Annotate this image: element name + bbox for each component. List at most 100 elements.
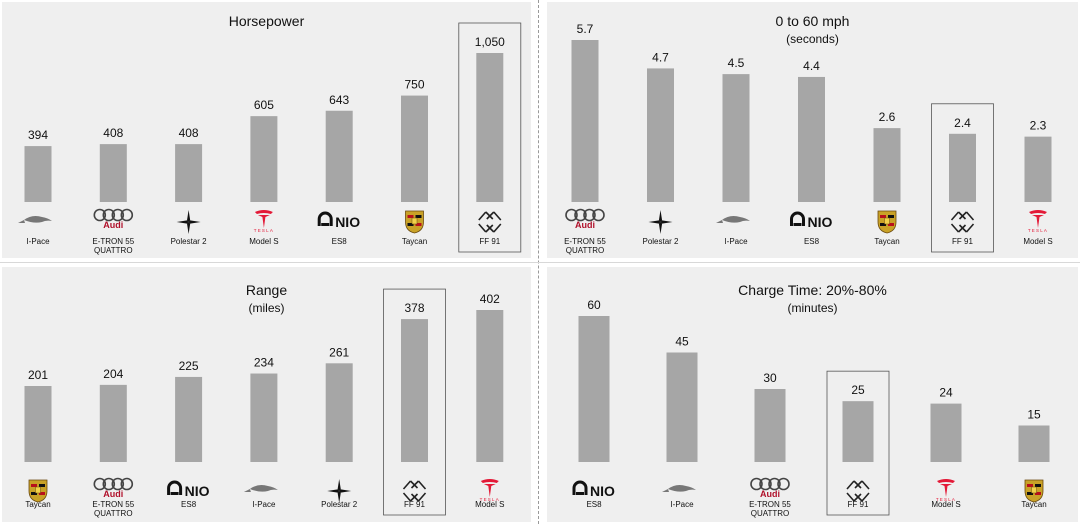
data-label: 2.4 — [954, 116, 971, 130]
bar — [325, 363, 353, 462]
category-label: E-TRON 55 QUATTRO — [92, 237, 134, 255]
bar — [476, 310, 504, 462]
bar — [175, 376, 203, 462]
nio-wordmark: NIO — [185, 483, 210, 499]
data-label: 204 — [103, 367, 123, 381]
tesla-logo: TESLA — [1028, 210, 1048, 233]
category-label: Model S — [931, 500, 960, 509]
highlight-box — [458, 22, 522, 253]
data-label: 4.7 — [652, 50, 669, 64]
chart-title: Charge Time: 20%-80% — [738, 282, 887, 298]
porsche-logo — [877, 210, 897, 234]
category-label: Taycan — [25, 500, 50, 509]
bar — [666, 352, 698, 462]
bar — [250, 116, 278, 202]
ff-logo — [950, 211, 975, 233]
category-label: E-TRON 55 QUATTRO — [92, 500, 134, 518]
polestar-logo — [176, 210, 201, 234]
jaguar-logo — [662, 485, 696, 492]
data-label: 30 — [763, 371, 777, 385]
nio-logo: NIO — [572, 480, 615, 499]
nio-logo: NIO — [790, 211, 833, 230]
category-label: FF 91 — [404, 500, 425, 509]
highlight-box — [931, 103, 994, 253]
bar — [722, 74, 750, 202]
jaguar-logo — [18, 216, 52, 223]
tesla-logo: TESLA — [936, 479, 956, 502]
category-label: ES8 — [586, 500, 602, 509]
bar — [930, 403, 962, 462]
bar — [1018, 425, 1050, 462]
bar — [24, 386, 52, 462]
category-label: Polestar 2 — [642, 237, 679, 246]
data-label: 25 — [851, 383, 865, 397]
category-label: Taycan — [1021, 500, 1046, 509]
category-label: I-Pace — [724, 237, 748, 246]
data-label: 378 — [404, 301, 424, 315]
tesla-wordmark: TESLA — [1028, 228, 1048, 233]
nio-wordmark: NIO — [808, 214, 833, 230]
porsche-logo — [1024, 479, 1044, 503]
jaguar-logo — [243, 485, 278, 492]
data-label: 605 — [254, 98, 274, 112]
data-label: 408 — [179, 126, 199, 140]
acceleration-chart: 0 to 60 mph (seconds) 5.7 Audi E-TRON 55 QUAT… — [564, 13, 1053, 255]
horsepower-chart: Horsepower 394 I-Pace 408 Audi E-TRON 55 QUATT… — [18, 13, 522, 255]
data-label: 402 — [480, 292, 500, 306]
tesla-logo: TESLA — [480, 479, 500, 502]
tesla-wordmark: TESLA — [480, 497, 500, 502]
bar — [754, 389, 786, 462]
chart-subtitle: (miles) — [249, 301, 285, 315]
bar — [325, 110, 353, 202]
audi-wordmark: Audi — [760, 489, 780, 499]
porsche-logo — [28, 479, 48, 503]
category-label: I-Pace — [252, 500, 276, 509]
tesla-wordmark: TESLA — [936, 497, 956, 502]
bar — [401, 95, 428, 202]
category-label: E-TRON 55 QUATTRO — [749, 500, 791, 518]
data-label: 201 — [28, 368, 48, 382]
category-label: ES8 — [804, 237, 820, 246]
category-label: FF 91 — [952, 237, 973, 246]
data-label: 225 — [179, 359, 199, 373]
nio-wordmark: NIO — [590, 483, 615, 499]
nio-wordmark: NIO — [335, 214, 360, 230]
audi-wordmark: Audi — [575, 220, 595, 230]
bar — [250, 373, 278, 462]
bar — [99, 384, 127, 462]
data-label: 2.3 — [1030, 119, 1047, 133]
bar — [571, 40, 599, 202]
audi-logo: Audi — [565, 208, 605, 230]
bar — [798, 76, 825, 202]
range-chart-panel: Range (miles) 201 Taycan 204 Audi E-TRON 55 QUA… — [2, 267, 531, 522]
category-label: FF 91 — [479, 237, 500, 246]
category-label: Polestar 2 — [321, 500, 358, 509]
bar — [949, 133, 976, 202]
category-label: I-Pace — [670, 500, 694, 509]
ff-logo — [478, 211, 502, 233]
category-label: ES8 — [332, 237, 348, 246]
data-label: 1,050 — [475, 35, 505, 49]
bar — [842, 401, 874, 462]
data-label: 643 — [329, 93, 349, 107]
bar — [1024, 136, 1052, 202]
ff-logo — [402, 480, 427, 502]
category-label: Taycan — [874, 237, 899, 246]
data-label: 750 — [404, 78, 424, 92]
bar — [24, 146, 52, 202]
category-label: E-TRON 55 QUATTRO — [564, 237, 606, 255]
category-label: I-Pace — [26, 237, 50, 246]
polestar-logo — [327, 479, 352, 503]
bar — [476, 53, 504, 202]
highlight-box — [383, 288, 446, 516]
data-label: 24 — [939, 386, 953, 400]
horizontal-divider — [0, 262, 1080, 263]
audi-logo: Audi — [750, 477, 790, 499]
data-label: 408 — [103, 126, 123, 140]
category-label: Model S — [249, 237, 278, 246]
chart-title: 0 to 60 mph — [776, 13, 850, 29]
category-label: Model S — [475, 500, 504, 509]
audi-logo: Audi — [93, 477, 134, 499]
category-label: Taycan — [402, 237, 427, 246]
